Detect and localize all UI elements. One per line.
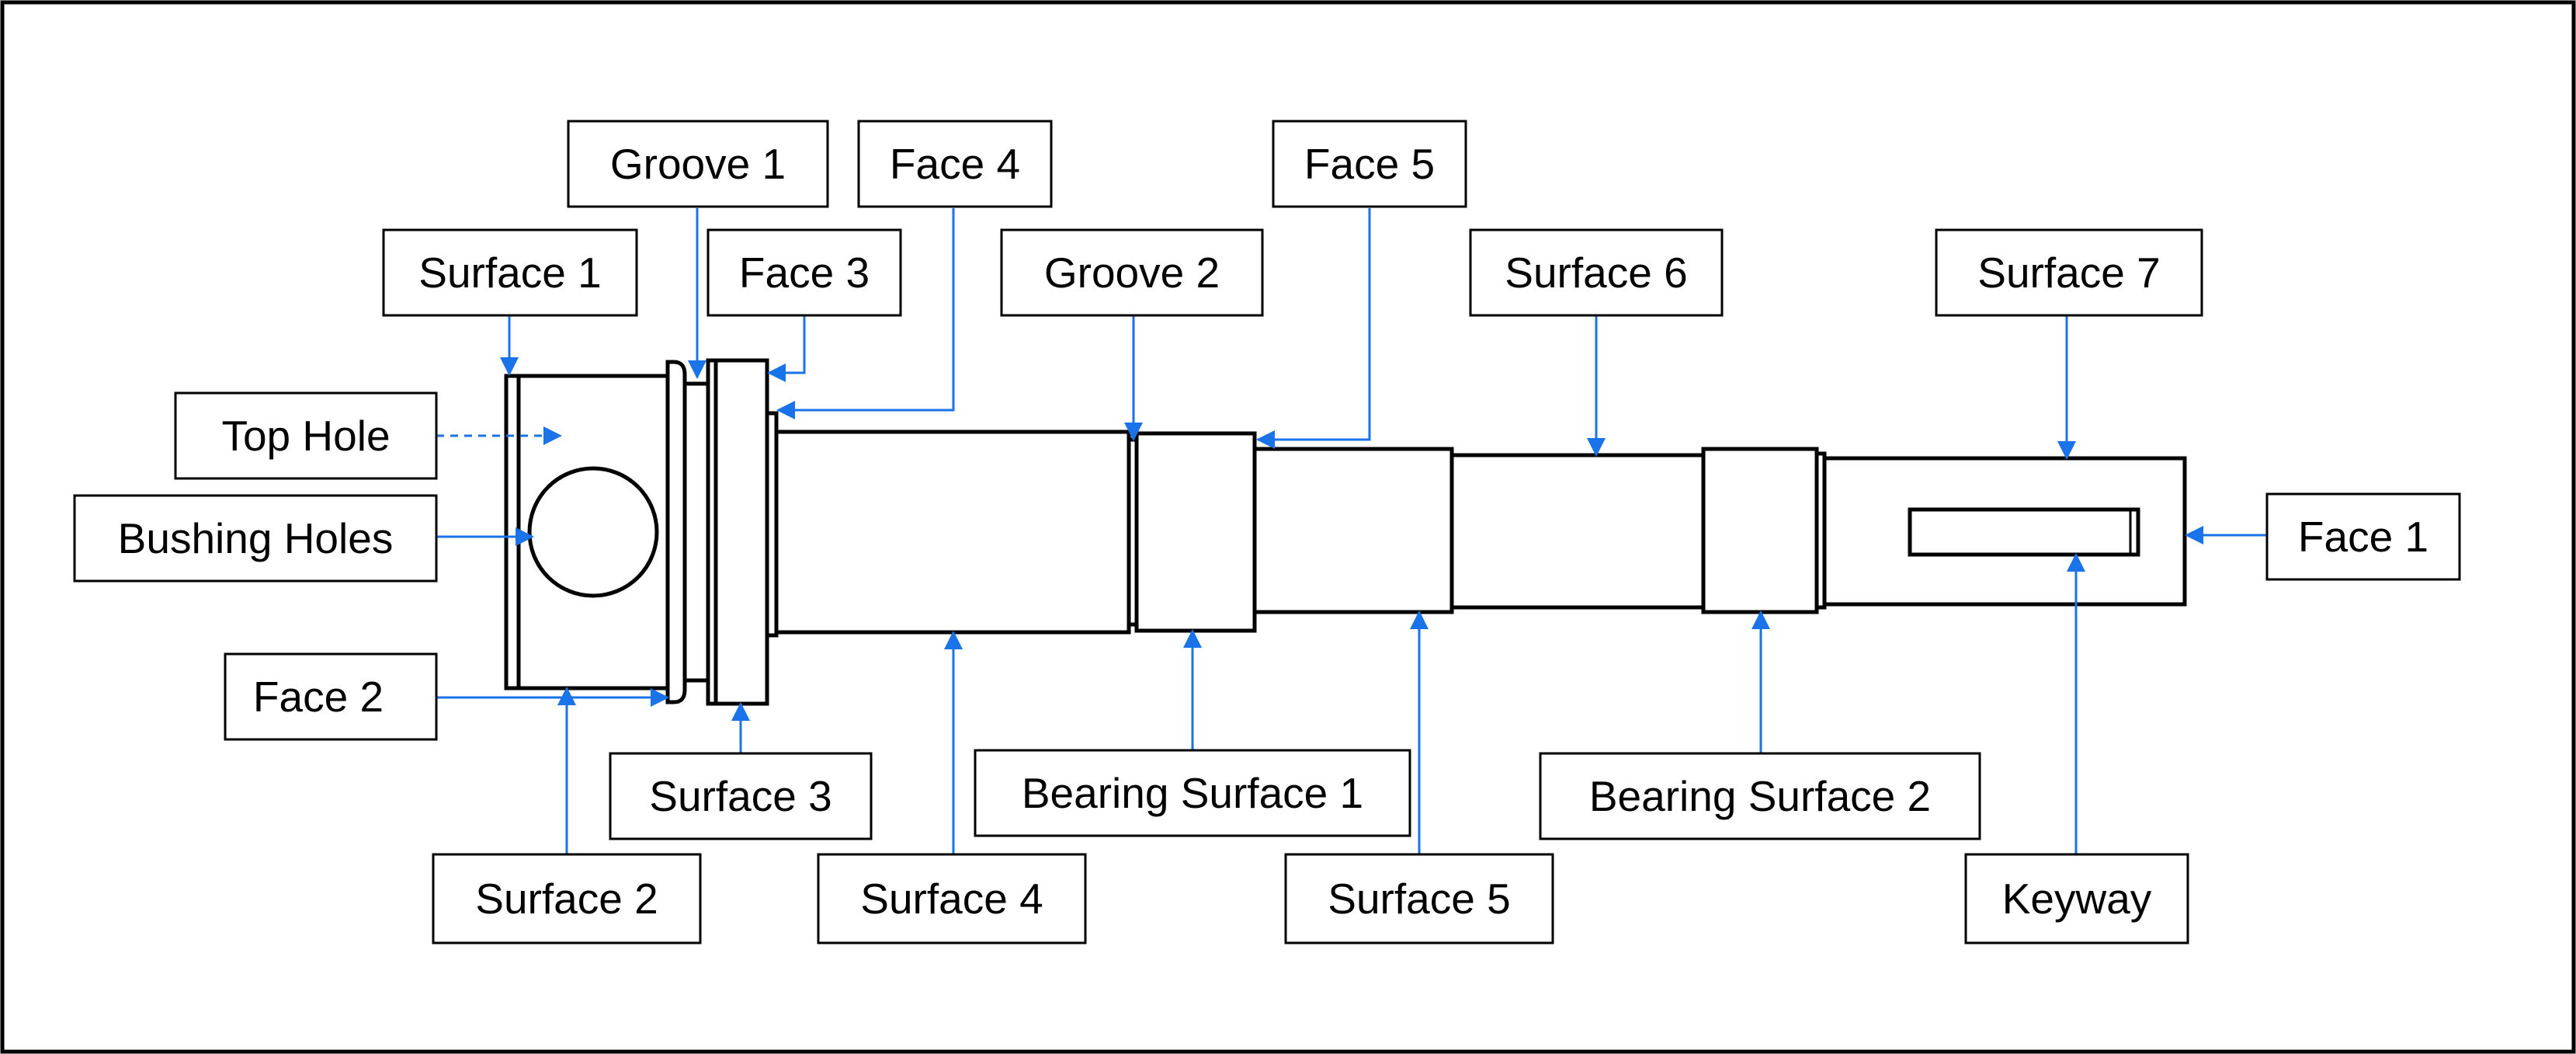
label-groove-1-text: Groove 1 (610, 140, 786, 188)
groove-1-lip (665, 360, 687, 704)
label-face-3-text: Face 3 (739, 249, 870, 297)
bearing-surface-2-body (1701, 447, 1819, 614)
label-surface-5: Surface 5 (1284, 853, 1554, 944)
label-bearing-surface-2: Bearing Surface 2 (1539, 752, 1981, 840)
label-surface-6: Surface 6 (1469, 228, 1724, 317)
label-bearing-surface-1: Bearing Surface 1 (974, 749, 1411, 837)
label-surface-4-text: Surface 4 (860, 875, 1043, 923)
label-groove-2-text: Groove 2 (1044, 249, 1220, 297)
groove-1-neck (682, 381, 710, 683)
label-surface-7-text: Surface 7 (1977, 249, 2160, 297)
label-groove-1: Groove 1 (567, 120, 829, 208)
leader-face-4 (776, 208, 955, 419)
label-keyway-text: Keyway (2002, 875, 2152, 923)
surface-6-body (1449, 453, 1706, 610)
label-surface-2-text: Surface 2 (475, 875, 658, 923)
label-face-5-text: Face 5 (1304, 140, 1435, 188)
leader-lines (436, 208, 2267, 854)
label-face-4-text: Face 4 (890, 140, 1020, 188)
label-face-5: Face 5 (1272, 120, 1467, 208)
label-top-hole-text: Top Hole (221, 412, 390, 460)
label-surface-3: Surface 3 (609, 752, 873, 840)
bearing-surface-1-body (1134, 431, 1257, 633)
label-surface-4: Surface 4 (817, 853, 1087, 944)
leader-face-5 (1256, 208, 1371, 449)
label-face-1: Face 1 (2265, 492, 2461, 581)
label-surface-6-text: Surface 6 (1505, 249, 1687, 297)
surface-5-body (1252, 447, 1454, 614)
label-bushing-holes-text: Bushing Holes (118, 514, 394, 562)
label-groove-2: Groove 2 (1000, 228, 1264, 317)
label-keyway: Keyway (1964, 853, 2189, 944)
label-surface-7: Surface 7 (1935, 228, 2203, 317)
label-surface-1-text: Surface 1 (418, 249, 601, 297)
label-surface-5-text: Surface 5 (1328, 875, 1510, 923)
label-bearing-surface-2-text: Bearing Surface 2 (1589, 772, 1931, 820)
label-boxes: Groove 1 Face 4 Face 5 Surface 1 Face 3 … (73, 120, 2461, 944)
label-top-hole: Top Hole (174, 391, 438, 480)
shaft-drawing (504, 358, 2187, 706)
label-surface-2: Surface 2 (432, 853, 702, 944)
leader-face-3 (767, 315, 806, 382)
label-surface-3-text: Surface 3 (649, 772, 831, 820)
bushing-hole-circle (527, 466, 659, 598)
label-face-3: Face 3 (706, 228, 902, 317)
label-face-2: Face 2 (224, 652, 438, 741)
label-bearing-surface-1-text: Bearing Surface 1 (1022, 769, 1363, 817)
label-face-1-text: Face 1 (2298, 513, 2428, 561)
label-bushing-holes: Bushing Holes (73, 494, 438, 583)
label-face-4: Face 4 (857, 120, 1053, 208)
label-face-2-text: Face 2 (253, 673, 384, 721)
surface-4-body (774, 430, 1131, 635)
label-surface-1: Surface 1 (382, 228, 638, 317)
keyway-slot (1908, 507, 2140, 557)
